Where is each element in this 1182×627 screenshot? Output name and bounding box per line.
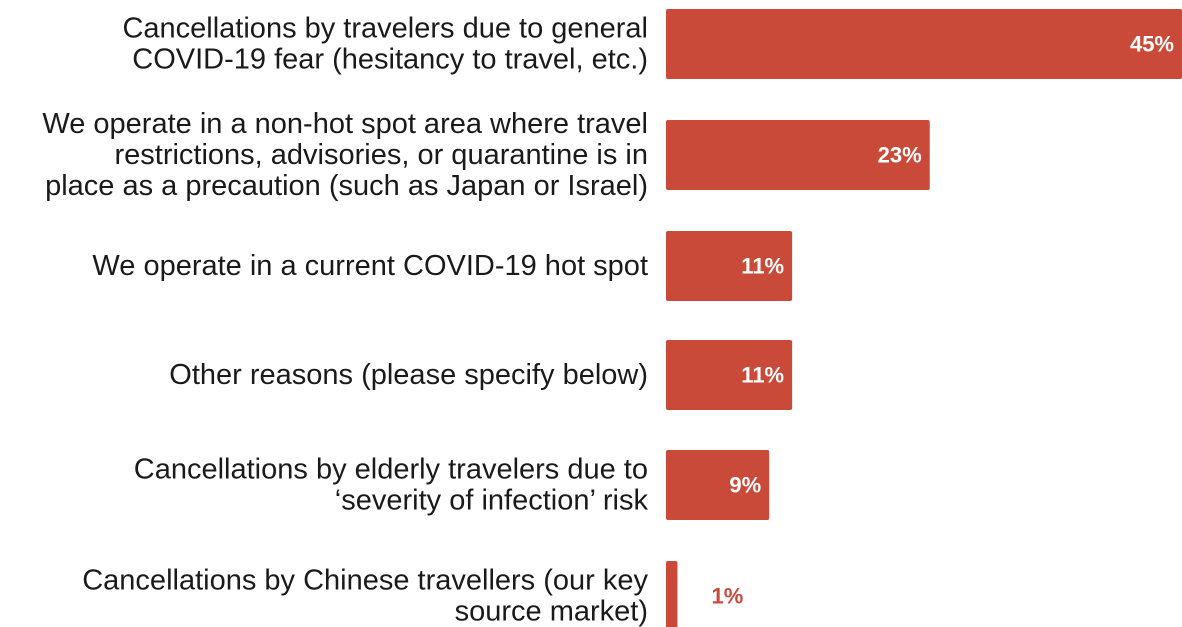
value-label-3: 11%: [741, 363, 784, 388]
category-label-line: We operate in a non-hot spot area where …: [42, 108, 648, 140]
category-label-line: restrictions, advisories, or quarantine …: [114, 139, 648, 171]
category-label-line: Other reasons (please specify below): [169, 359, 648, 391]
category-label-2: We operate in a current COVID-19 hot spo…: [92, 250, 648, 282]
category-label-1: We operate in a non-hot spot area where …: [42, 108, 648, 202]
category-label-5: Cancellations by Chinese travellers (our…: [82, 565, 648, 627]
category-label-line: Cancellations by travelers due to genera…: [122, 13, 648, 45]
category-label-0: Cancellations by travelers due to genera…: [122, 13, 648, 76]
category-label-line: Cancellations by elderly travelers due t…: [134, 454, 648, 486]
bar-5: [666, 561, 678, 627]
bar-2: [666, 231, 793, 301]
category-label-line: We operate in a current COVID-19 hot spo…: [92, 250, 648, 282]
bar-0: [666, 9, 1182, 79]
category-label-line: source market): [455, 596, 648, 627]
category-label-line: COVID-19 fear (hesitancy to travel, etc.…: [132, 44, 648, 76]
category-label-line: Cancellations by Chinese travellers (our…: [82, 565, 648, 597]
value-label-0: 45%: [1130, 32, 1174, 57]
bar-1: [666, 120, 930, 190]
category-label-line: ‘severity of infection’ risk: [335, 485, 649, 517]
category-label-line: place as a precaution (such as Japan or …: [45, 170, 648, 202]
category-label-3: Other reasons (please specify below): [169, 359, 648, 391]
bar-4: [666, 450, 770, 520]
bar-3: [666, 340, 793, 410]
value-label-4: 9%: [729, 473, 761, 498]
value-label-5: 1%: [711, 584, 743, 609]
value-label-1: 23%: [878, 143, 922, 168]
value-label-2: 11%: [741, 254, 784, 279]
category-label-4: Cancellations by elderly travelers due t…: [134, 454, 649, 517]
